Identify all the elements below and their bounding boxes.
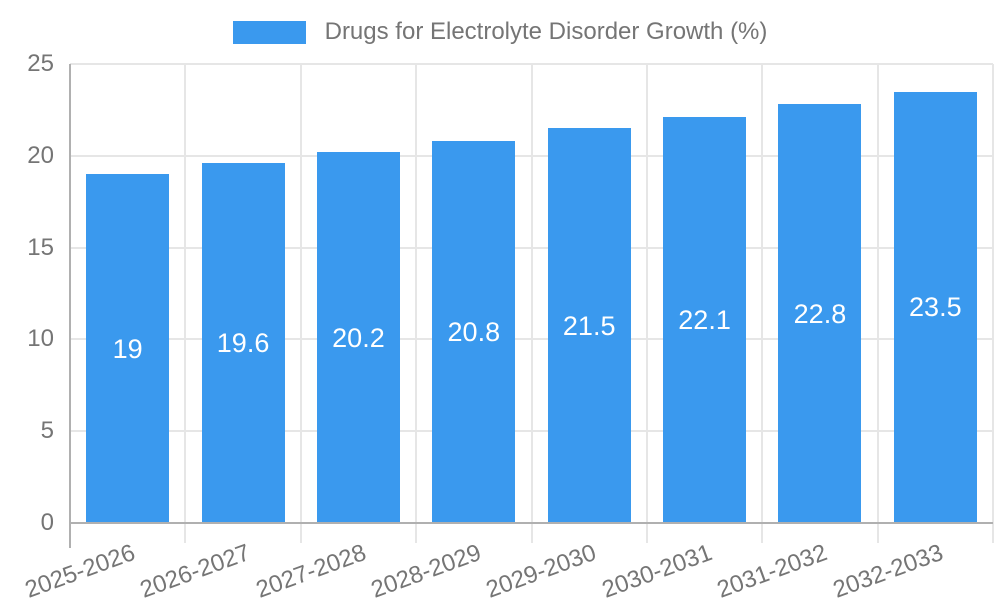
x-axis-label: 2031-2032	[713, 539, 831, 600]
x-gridline	[876, 64, 879, 543]
x-axis-label: 2026-2027	[136, 539, 254, 600]
bar-2029-2030[interactable]	[547, 128, 631, 523]
bar-2028-2029[interactable]	[432, 141, 516, 523]
y-axis-tick-label: 25	[27, 50, 54, 77]
bar-value-label: 19.6	[216, 328, 270, 359]
y-axis-line	[69, 64, 71, 548]
y-axis-tick-label: 0	[40, 509, 54, 536]
bar-2031-2032[interactable]	[778, 104, 862, 523]
bar-2026-2027[interactable]	[201, 163, 285, 523]
x-gridline	[415, 64, 418, 543]
x-axis-label: 2028-2029	[367, 539, 485, 600]
bar-2025-2026[interactable]	[86, 174, 170, 523]
x-axis-label: 2029-2030	[482, 539, 601, 600]
x-axis-label: 2030-2031	[598, 539, 716, 600]
bar-2030-2031[interactable]	[663, 117, 747, 523]
bar-value-label: 20.2	[332, 322, 385, 353]
x-gridline	[184, 64, 187, 543]
bar-value-label: 20.8	[447, 317, 501, 348]
x-gridline	[299, 64, 302, 543]
legend-label: Drugs for Electrolyte Disorder Growth (%…	[324, 18, 768, 45]
x-axis-label: 2025-2026	[21, 539, 139, 600]
y-axis-tick-label: 5	[40, 417, 54, 445]
bar-value-label: 19	[112, 333, 143, 364]
x-axis-label: 2032-2033	[829, 539, 947, 600]
x-axis-label: 2027-2028	[252, 539, 370, 600]
bar-value-label: 23.5	[909, 292, 962, 323]
legend-swatch	[232, 20, 306, 44]
x-axis-baseline	[70, 522, 993, 524]
bar-value-label: 22.8	[793, 298, 847, 329]
y-axis-tick-label: 20	[27, 141, 54, 169]
x-gridline	[530, 64, 533, 543]
y-axis-tick-label: 15	[27, 233, 54, 261]
bar-2032-2033[interactable]	[893, 91, 977, 523]
bar-value-label: 21.5	[562, 310, 616, 341]
bar-value-label: 22.1	[678, 305, 731, 336]
x-gridline	[645, 64, 648, 543]
x-gridline	[992, 64, 994, 543]
x-gridline	[761, 64, 764, 543]
legend: Drugs for Electrolyte Disorder Growth (%…	[0, 18, 1000, 45]
y-axis-tick-label: 10	[27, 325, 54, 353]
bar-2027-2028[interactable]	[316, 152, 400, 523]
